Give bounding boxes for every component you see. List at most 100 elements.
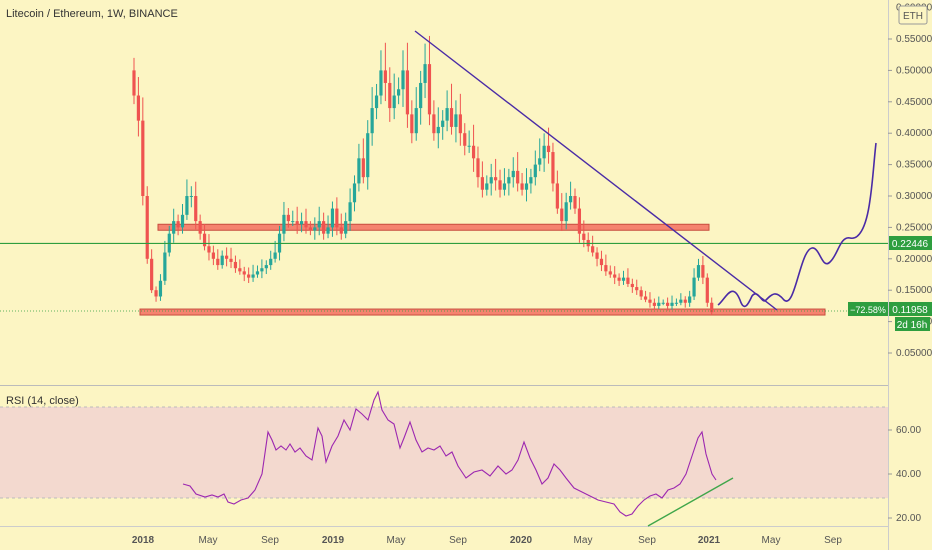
candle-body — [238, 268, 242, 272]
candle-body — [410, 114, 414, 134]
candle-body — [692, 277, 696, 297]
drawings[interactable] — [0, 30, 888, 312]
currency-label: ETH — [903, 11, 923, 22]
candle-body — [150, 258, 154, 291]
time-label: May — [762, 535, 781, 546]
rsi-axis[interactable]: 60.00 40.00 20.00 — [888, 425, 921, 524]
candle-body — [330, 208, 335, 228]
candle-body — [458, 114, 462, 134]
candle-body — [335, 208, 339, 228]
price-tick-label: 0.15000 — [896, 285, 932, 296]
candle-body — [189, 196, 193, 197]
candle-body — [432, 114, 436, 134]
candle-body — [405, 70, 410, 115]
candle-body — [313, 227, 317, 231]
price-pane[interactable] — [0, 0, 888, 385]
candle-body — [145, 196, 149, 259]
candle-body — [454, 114, 458, 127]
candle-body — [604, 265, 608, 272]
candle-body — [582, 233, 586, 240]
candle-body — [445, 108, 449, 121]
candle-body — [617, 277, 621, 281]
candle-body — [648, 299, 652, 303]
candle-body — [467, 145, 471, 147]
candle-body — [661, 302, 665, 304]
candle-body — [299, 221, 304, 225]
last-price-badge — [889, 302, 932, 316]
candle-body — [471, 145, 476, 159]
candle-body — [480, 177, 484, 190]
candle-body — [564, 202, 568, 222]
candle-series[interactable] — [132, 35, 714, 316]
time-label: Sep — [824, 535, 842, 546]
candle-body — [326, 227, 330, 234]
candle-body — [542, 145, 546, 159]
change-label: −72.58% — [850, 305, 886, 315]
candle-body — [220, 255, 224, 266]
candle-body — [538, 158, 542, 165]
support-zone — [139, 308, 826, 316]
candle-body — [577, 208, 582, 234]
candle-body — [608, 271, 612, 275]
candle-body — [635, 287, 639, 291]
price-tick-label: 0.30000 — [896, 191, 932, 202]
descending-trendline — [414, 30, 778, 311]
candle-body — [211, 252, 215, 259]
time-label: 2020 — [510, 535, 533, 546]
candle-body — [233, 261, 238, 269]
price-tick-label: 0.50000 — [896, 65, 932, 76]
candle-body — [485, 183, 489, 190]
candle-body — [630, 283, 634, 288]
candle-body — [657, 302, 661, 306]
rsi-tick-label: 40.00 — [896, 469, 921, 480]
candle-body — [652, 302, 656, 306]
candle-body — [339, 227, 343, 234]
price-tick-label: 0.20000 — [896, 254, 932, 265]
candle-body — [392, 95, 396, 109]
candle-body — [255, 271, 260, 275]
candle-body — [427, 64, 432, 115]
candle-body — [494, 177, 498, 181]
candle-body — [683, 299, 687, 303]
change-badge — [848, 302, 888, 316]
candle-body — [251, 274, 255, 278]
candle-body — [269, 258, 273, 266]
candle-body — [225, 255, 229, 259]
time-label: 2021 — [698, 535, 721, 546]
candle-body — [141, 120, 145, 196]
candle-body — [216, 258, 220, 266]
candle-body — [688, 296, 692, 303]
candle-body — [643, 296, 648, 300]
time-label: May — [574, 535, 593, 546]
candle-body — [568, 196, 573, 203]
candle-body — [264, 265, 268, 269]
rsi-series — [182, 390, 734, 527]
last-price-label: 0.11958 — [892, 305, 928, 316]
candle-body — [591, 246, 595, 253]
time-label: May — [387, 535, 406, 546]
support-zones[interactable] — [139, 223, 826, 316]
candle-body — [207, 246, 211, 253]
candle-body — [229, 258, 233, 262]
chart-title: Litecoin / Ethereum, 1W, BINANCE — [6, 8, 178, 20]
candle-body — [361, 158, 365, 178]
candle-body — [489, 177, 493, 184]
current-price-label: 0.22446 — [892, 239, 929, 250]
candle-body — [132, 70, 136, 96]
candle-body — [476, 158, 480, 178]
rsi-trendline — [647, 477, 734, 527]
candle-body — [511, 170, 515, 178]
candle-body — [198, 221, 202, 234]
time-label: Sep — [261, 535, 279, 546]
candle-body — [516, 170, 520, 184]
candle-body — [529, 177, 533, 184]
currency-badge[interactable] — [898, 5, 928, 25]
candle-body — [613, 274, 617, 278]
candle-body — [666, 302, 670, 306]
candle-body — [194, 196, 198, 222]
candle-body — [414, 108, 418, 134]
time-axis[interactable]: 2018 May Sep 2019 May Sep 2020 May Sep 2021 May Sep — [132, 535, 842, 546]
candle-body — [599, 258, 604, 266]
